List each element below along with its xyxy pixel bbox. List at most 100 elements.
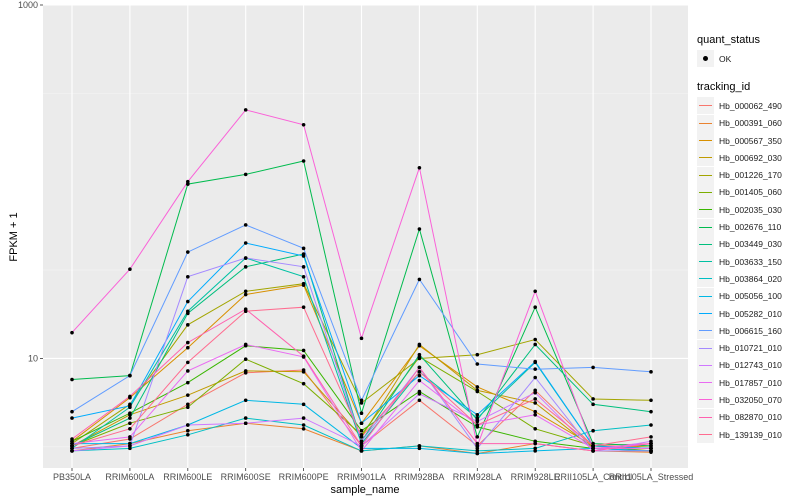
legend-line-key — [697, 97, 714, 115]
legend-item-Hb_005282_010: Hb_005282_010 — [697, 305, 797, 322]
data-point — [301, 370, 306, 374]
data-point — [186, 299, 190, 304]
data-point — [243, 241, 248, 245]
data-point — [301, 274, 306, 279]
data-point — [70, 444, 74, 448]
data-point — [533, 289, 537, 294]
data-point — [533, 441, 537, 446]
data-point — [359, 449, 364, 453]
legend-item-label: Hb_003633_150 — [719, 256, 782, 267]
data-point — [128, 416, 132, 420]
data-point — [128, 411, 132, 416]
data-point — [301, 246, 306, 251]
data-point — [186, 428, 190, 433]
data-point — [186, 323, 190, 327]
legend-item-label: Hb_005056_100 — [719, 291, 782, 302]
legend-line-key — [697, 356, 714, 374]
data-point — [243, 289, 248, 294]
data-point — [301, 423, 306, 427]
data-point — [417, 165, 422, 170]
legend-item-Hb_010721_010: Hb_010721_010 — [697, 339, 797, 357]
data-point — [301, 159, 306, 163]
legend-item-Hb_001226_170: Hb_001226_170 — [697, 166, 797, 184]
legend-item-Hb_002676_110: Hb_002676_110 — [697, 218, 797, 236]
legend-quant-label: OK — [719, 53, 732, 64]
data-point — [128, 426, 132, 431]
data-point — [475, 441, 480, 446]
x-axis: PB350LA RRIM600LA RRIM600LE RRIM600SE RRIM60… — [53, 468, 693, 482]
data-point — [533, 412, 537, 417]
data-point — [70, 330, 74, 335]
data-point — [591, 428, 595, 433]
x-tick-label: RRII105LA_Control — [554, 472, 632, 482]
data-point — [186, 405, 190, 409]
data-point — [533, 426, 537, 431]
x-tick-label: RRII105LA_Stressed — [609, 472, 694, 482]
legend: quant_status OK tracking_id Hb_000062_49… — [697, 34, 797, 444]
legend-item-label: Hb_012743_010 — [719, 360, 782, 371]
data-point — [475, 362, 480, 366]
data-point — [186, 369, 190, 373]
data-point — [128, 394, 132, 399]
data-point — [475, 352, 480, 357]
data-point — [301, 354, 306, 358]
data-point — [359, 398, 364, 403]
data-point — [475, 449, 480, 453]
data-point — [417, 398, 422, 403]
legend-line-key — [697, 322, 714, 340]
data-point — [186, 250, 190, 254]
x-tick-label: RRIM928BA — [394, 472, 444, 482]
data-point — [359, 439, 364, 444]
legend-line-key — [697, 270, 714, 288]
data-point — [70, 416, 74, 420]
data-point — [186, 402, 190, 407]
x-tick-label: RRIM600LA — [105, 472, 154, 482]
data-point — [186, 179, 190, 184]
legend-item-Hb_000692_030: Hb_000692_030 — [697, 149, 797, 167]
data-point — [186, 432, 190, 437]
data-point — [649, 398, 653, 403]
data-point — [243, 369, 248, 373]
legend-line-key — [697, 166, 714, 184]
legend-line-key — [697, 235, 714, 253]
legend-line-key — [697, 408, 714, 426]
legend-item-Hb_012743_010: Hb_012743_010 — [697, 356, 797, 374]
data-point — [533, 390, 537, 395]
data-point — [128, 373, 132, 378]
legend-item-Hb_000062_490: Hb_000062_490 — [697, 97, 797, 115]
data-point — [301, 265, 306, 269]
x-axis-title: sample_name — [330, 484, 399, 496]
data-point — [301, 348, 306, 353]
data-point — [475, 435, 480, 439]
legend-item-label: Hb_082870_010 — [719, 412, 782, 423]
data-point — [417, 277, 422, 282]
x-tick-label: RRIM901LA — [337, 472, 386, 482]
data-point — [359, 401, 364, 405]
data-point — [475, 385, 480, 389]
data-point — [70, 409, 74, 414]
data-point — [417, 370, 422, 374]
legend-item-label: Hb_000062_490 — [719, 100, 782, 111]
legend-point-key — [697, 50, 714, 68]
plot-background — [43, 5, 688, 468]
data-point — [128, 421, 132, 426]
data-point — [533, 337, 537, 342]
data-point — [475, 419, 480, 424]
data-point — [128, 267, 132, 271]
x-tick-label: RRIM928LA — [453, 472, 502, 482]
data-point — [649, 441, 653, 446]
legend-item-label: Hb_003449_030 — [719, 239, 782, 250]
legend-item-label: Hb_000567_350 — [719, 135, 782, 146]
data-point — [475, 412, 480, 417]
x-tick-label: RRIM600SE — [221, 472, 271, 482]
legend-item-Hb_139139_010: Hb_139139_010 — [697, 426, 797, 444]
data-point — [417, 352, 422, 357]
data-point — [243, 223, 248, 227]
data-point — [475, 416, 480, 420]
data-point — [533, 375, 537, 380]
data-point — [417, 392, 422, 396]
data-point — [301, 381, 306, 386]
x-tick-label: PB350LA — [53, 472, 91, 482]
data-point — [475, 451, 480, 456]
data-point — [243, 421, 248, 426]
